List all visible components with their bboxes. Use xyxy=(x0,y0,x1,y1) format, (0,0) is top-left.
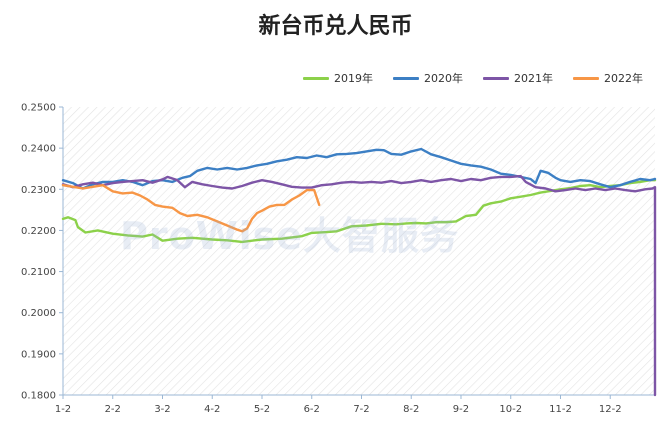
legend-item-2020[interactable]: 2020年 xyxy=(393,70,463,86)
x-tick-label: 8-2 xyxy=(403,404,419,415)
legend-label-2022: 2022年 xyxy=(604,72,643,85)
legend-item-2022[interactable]: 2022年 xyxy=(573,70,643,86)
series-line-2019[interactable] xyxy=(61,179,657,244)
y-tick-label: 0.2300 xyxy=(21,185,56,196)
legend-swatch-2020 xyxy=(393,76,419,80)
y-tick-label: 0.1800 xyxy=(21,391,56,402)
x-tick-label: 7-2 xyxy=(353,404,369,415)
y-tick-label: 0.2500 xyxy=(21,103,56,114)
legend-swatch-2021 xyxy=(483,76,509,80)
legend-label-2019: 2019年 xyxy=(334,72,373,85)
y-tick-label: 0.2400 xyxy=(21,144,56,155)
legend-label-2020: 2020年 xyxy=(424,72,463,85)
x-tick-label: 9-2 xyxy=(453,404,469,415)
chart-title: 新台币兑人民币 xyxy=(258,14,413,39)
x-tick-label: 5-2 xyxy=(254,404,270,415)
x-tick-label: 1-2 xyxy=(55,404,71,415)
x-tick-label: 11-2 xyxy=(549,404,572,415)
y-tick-label: 0.2100 xyxy=(21,267,56,278)
y-tick-label: 0.2000 xyxy=(21,308,56,319)
legend-label-2021: 2021年 xyxy=(514,72,553,85)
x-tick-label: 12-2 xyxy=(599,404,622,415)
y-tick-label: 0.1900 xyxy=(21,349,56,360)
y-tick-label: 0.2200 xyxy=(21,226,56,237)
x-tick-label: 3-2 xyxy=(154,404,170,415)
legend: 2019年 2020年 2021年 2022年 xyxy=(303,70,643,86)
legend-item-2019[interactable]: 2019年 xyxy=(303,70,373,86)
x-tick-label: 2-2 xyxy=(105,404,121,415)
series-line-2020[interactable] xyxy=(61,147,657,190)
series-line-2022[interactable] xyxy=(61,184,321,233)
legend-item-2021[interactable]: 2021年 xyxy=(483,70,553,86)
plot-background xyxy=(63,107,655,395)
x-tick-label: 4-2 xyxy=(204,404,220,415)
legend-swatch-2022 xyxy=(573,76,599,80)
legend-swatch-2019 xyxy=(303,76,329,80)
x-tick-label: 10-2 xyxy=(499,404,522,415)
x-tick-label: 6-2 xyxy=(304,404,320,415)
series-line-2021[interactable] xyxy=(61,174,657,397)
